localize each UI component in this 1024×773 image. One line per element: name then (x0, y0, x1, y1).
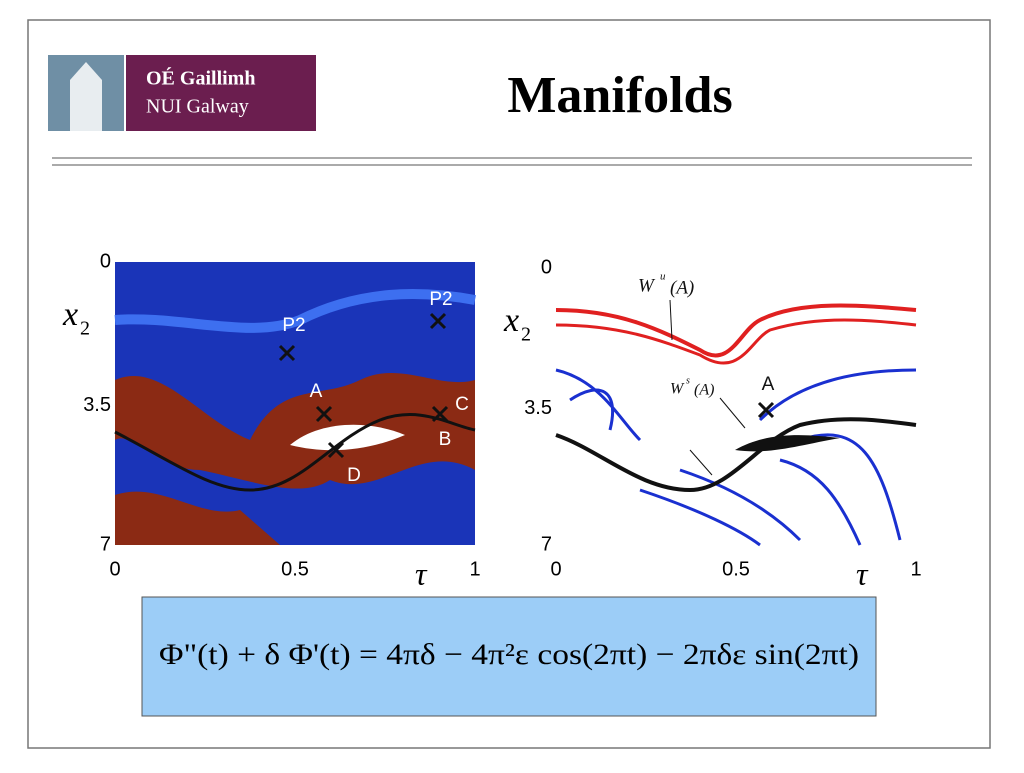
logo-box (126, 55, 316, 131)
region (115, 491, 280, 545)
arrow (669, 299, 673, 341)
label: (A) (694, 382, 714, 399)
y-label-sub: 2 (521, 324, 531, 346)
marker (429, 312, 447, 330)
label: s (686, 375, 690, 386)
label: (A) (670, 277, 694, 298)
arrow (689, 449, 713, 476)
manifold (555, 318, 917, 365)
title: Manifolds (507, 67, 732, 124)
region (115, 372, 475, 489)
label: A (310, 381, 323, 402)
label: P2 (429, 289, 452, 310)
label: W (670, 381, 685, 398)
region (735, 435, 840, 452)
y-tick-label: 3.5 (83, 394, 111, 416)
arrow (719, 397, 746, 429)
x-label: τ (856, 555, 869, 591)
marker (757, 401, 775, 419)
x-tick-label: 0 (550, 558, 561, 580)
y-label-sub: 2 (80, 318, 90, 340)
label: C (455, 394, 469, 415)
y-tick-label: 0 (100, 250, 111, 272)
label: u (660, 271, 666, 283)
manifold (555, 368, 917, 547)
x-tick-label: 0.5 (281, 558, 309, 580)
label: D (347, 465, 361, 486)
markers (757, 401, 775, 419)
logo-line: NUI Galway (146, 96, 249, 118)
marker (278, 344, 296, 362)
logo-line: OÉ Gaillimh (146, 67, 255, 90)
label: B (439, 429, 452, 450)
x-tick-label: 1 (910, 558, 921, 580)
equation-box (141, 596, 877, 717)
marker (431, 405, 449, 423)
label: W (638, 275, 656, 296)
y-tick-label: 7 (100, 533, 111, 555)
y-tick-label: 7 (541, 533, 552, 555)
marker (315, 405, 333, 423)
x-tick-label: 1 (469, 558, 480, 580)
x-tick-label: 0.5 (722, 558, 750, 580)
label: A (762, 374, 775, 395)
equation: Φ"(t) + δ Φ'(t) = 4πδ − 4π²ε cos(2πt) − … (159, 638, 859, 671)
frame (27, 19, 991, 749)
markers (278, 312, 449, 459)
y-tick-label: 3.5 (524, 397, 552, 419)
manifold (555, 417, 917, 493)
marker (327, 441, 345, 459)
y-tick-label: 0 (541, 256, 552, 278)
logo-tower (70, 62, 102, 131)
x-label: τ (415, 555, 428, 591)
y-label: x (503, 302, 519, 339)
plot-area (556, 268, 916, 545)
label: P2 (282, 315, 305, 336)
manifold (555, 303, 917, 358)
band (114, 289, 476, 333)
manifold (114, 413, 476, 492)
x-tick-label: 0 (109, 558, 120, 580)
y-label: x (62, 296, 78, 333)
